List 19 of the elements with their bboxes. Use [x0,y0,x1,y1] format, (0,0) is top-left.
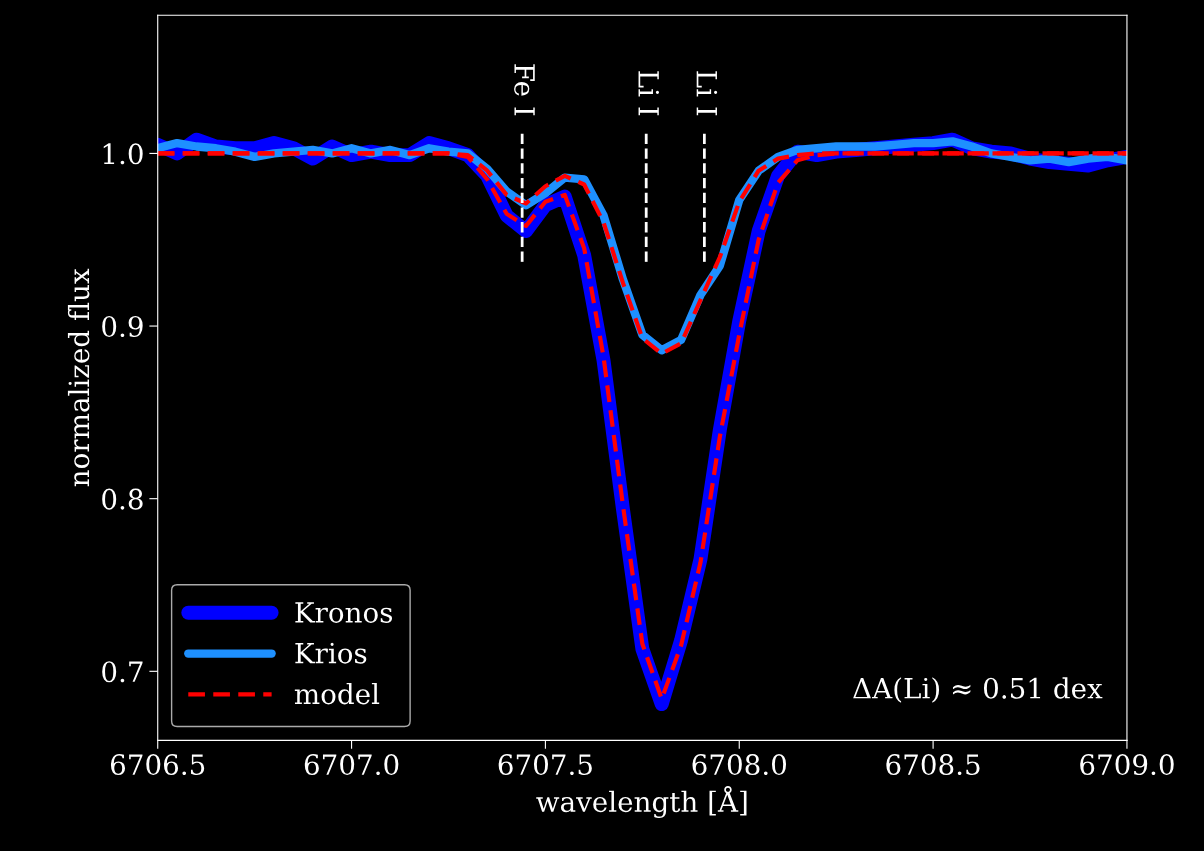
x-tick-label: 6709.0 [1080,754,1174,776]
y-tick-label: 0.8 [102,488,143,510]
x-axis-title: wavelength [Å] [536,786,747,818]
legend-label: Krios [295,642,367,664]
ref-line-label: Fe I [514,64,535,116]
y-tick-label: 0.9 [102,315,143,337]
legend-label: model [294,682,380,705]
annotation: ΔA(Li) ≈ 0.51 dex [853,677,1103,703]
x-tick-label: 6708.5 [886,754,980,776]
y-tick-label: 1.0 [103,143,143,165]
y-axis-title: normalized flux [67,268,90,487]
y-tick-label: 0.7 [102,661,143,683]
x-tick-label: 6706.5 [110,754,205,776]
x-tick-label: 6707.0 [304,754,399,776]
legend-label: Kronos [295,602,393,623]
x-tick-label: 6708.0 [692,754,787,776]
x-tick-label: 6707.5 [498,754,592,776]
ref-line-label: Li I [638,71,659,116]
ref-line-label: Li I [696,71,718,116]
